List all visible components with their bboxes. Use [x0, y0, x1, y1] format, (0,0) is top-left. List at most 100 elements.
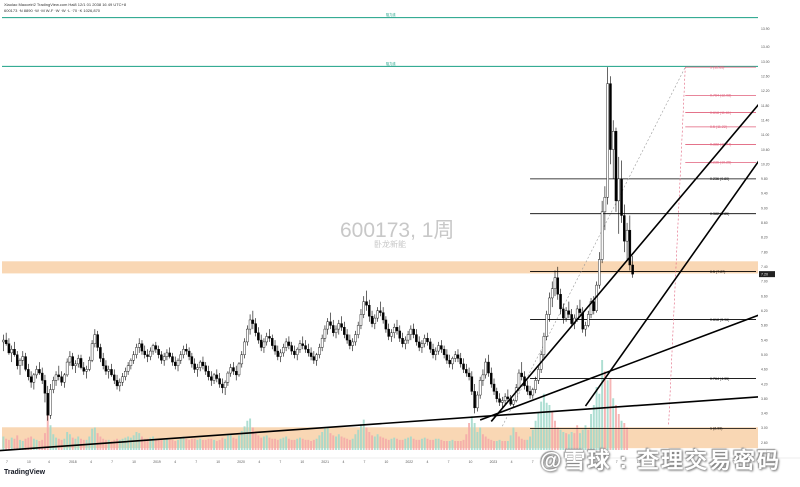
- volume-bar: [60, 439, 63, 450]
- price-axis-tick: 11.80: [761, 104, 769, 108]
- volume-bar: [13, 438, 16, 450]
- candle-body: [198, 361, 202, 368]
- volume-bar: [573, 433, 576, 450]
- volume-bar: [274, 438, 277, 450]
- volume-bar: [548, 405, 551, 450]
- candle-body: [240, 354, 244, 365]
- volume-bar: [437, 438, 440, 450]
- candle-body: [229, 367, 232, 374]
- candle-body: [481, 374, 485, 381]
- volume-bar: [132, 435, 135, 450]
- candle-body: [520, 372, 523, 377]
- candle-body: [65, 361, 69, 376]
- candle-body: [101, 358, 105, 366]
- price-axis-tick: 3.00: [761, 426, 768, 430]
- candle-body: [74, 363, 77, 366]
- candle-body: [323, 328, 327, 339]
- volume-bar: [418, 439, 421, 450]
- volume-bar: [121, 438, 124, 450]
- volume-bar: [376, 434, 379, 450]
- fib-level-label: 0.382 (8.85): [710, 212, 729, 216]
- time-axis-tick: 4: [595, 460, 597, 464]
- volume-bar: [118, 439, 121, 450]
- candle-body: [143, 350, 147, 355]
- trendline-3: [584, 101, 800, 407]
- volume-bar: [157, 438, 160, 450]
- volume-bar: [57, 438, 60, 450]
- volume-bar: [357, 429, 360, 450]
- volume-bar: [343, 437, 346, 450]
- candle-body: [429, 341, 432, 350]
- volume-bar: [484, 436, 487, 450]
- candle-body: [459, 358, 463, 365]
- volume-bar: [434, 438, 437, 450]
- candle-body: [76, 358, 80, 365]
- price-axis-tick: 4.60: [761, 368, 768, 372]
- candle-body: [392, 327, 396, 333]
- fib-dashed-line: [502, 66, 686, 427]
- candle-body: [113, 374, 116, 381]
- fib-level-label: 1 (12.85): [710, 65, 724, 69]
- candle-body: [7, 343, 11, 354]
- candle-body: [27, 369, 30, 377]
- volume-bar: [332, 435, 335, 450]
- volume-bar: [221, 437, 224, 450]
- candle-body: [412, 328, 415, 335]
- volume-bar: [495, 441, 498, 450]
- candle-body: [512, 400, 515, 405]
- candle-body: [40, 372, 44, 381]
- volume-bar: [567, 434, 570, 450]
- candle-body: [334, 328, 338, 333]
- price-axis-tick: 10.60: [761, 148, 770, 152]
- price-axis-tick: 13.90: [761, 27, 770, 31]
- candle-body: [570, 314, 573, 324]
- candle-body: [182, 349, 185, 355]
- volume-bar: [91, 428, 94, 450]
- volume-bar: [562, 432, 565, 450]
- volume-bar: [545, 402, 548, 450]
- price-axis-tick: 8.60: [761, 221, 768, 225]
- candle-body: [104, 365, 108, 372]
- volume-bar: [141, 436, 143, 450]
- volume-bar: [143, 438, 146, 450]
- price-axis-background: [758, 0, 800, 482]
- candle-body: [584, 325, 587, 330]
- volume-bar: [10, 437, 13, 450]
- volume-bar: [490, 439, 493, 450]
- volume-bar: [323, 428, 326, 450]
- trendline-2: [490, 54, 800, 422]
- candle-body: [221, 383, 224, 388]
- volume-bar: [301, 438, 304, 450]
- volume-bar: [365, 427, 368, 450]
- price-axis-tick: 6.20: [761, 309, 768, 313]
- volume-bar: [312, 439, 315, 450]
- price-axis-tick: 9.80: [761, 177, 768, 181]
- volume-bar: [348, 439, 351, 450]
- candle-body: [215, 374, 219, 379]
- tradingview-logo[interactable]: TradingView: [4, 469, 46, 476]
- time-axis-tick: 2023: [490, 460, 498, 464]
- time-axis-tick: 7: [195, 460, 197, 464]
- volume-bar: [476, 432, 479, 450]
- volume-bar: [407, 437, 410, 450]
- volume-bar: [595, 387, 598, 450]
- volume-bar: [129, 437, 132, 450]
- candle-body: [326, 321, 329, 330]
- candle-body: [190, 356, 194, 365]
- candle-body: [537, 369, 540, 381]
- volume-bar: [540, 401, 543, 450]
- volume-bar: [470, 416, 473, 450]
- time-axis-tick: 7: [616, 460, 618, 464]
- candle-body: [210, 376, 213, 381]
- volume-bar: [354, 434, 357, 450]
- candle-body: [315, 354, 318, 361]
- volume-bar: [537, 412, 540, 450]
- candle-body: [140, 343, 144, 352]
- volume-bar: [63, 438, 66, 450]
- volume-bar: [340, 436, 343, 450]
- candle-body: [448, 360, 451, 365]
- time-axis-tick: 10: [637, 460, 641, 464]
- candle-body: [503, 396, 507, 401]
